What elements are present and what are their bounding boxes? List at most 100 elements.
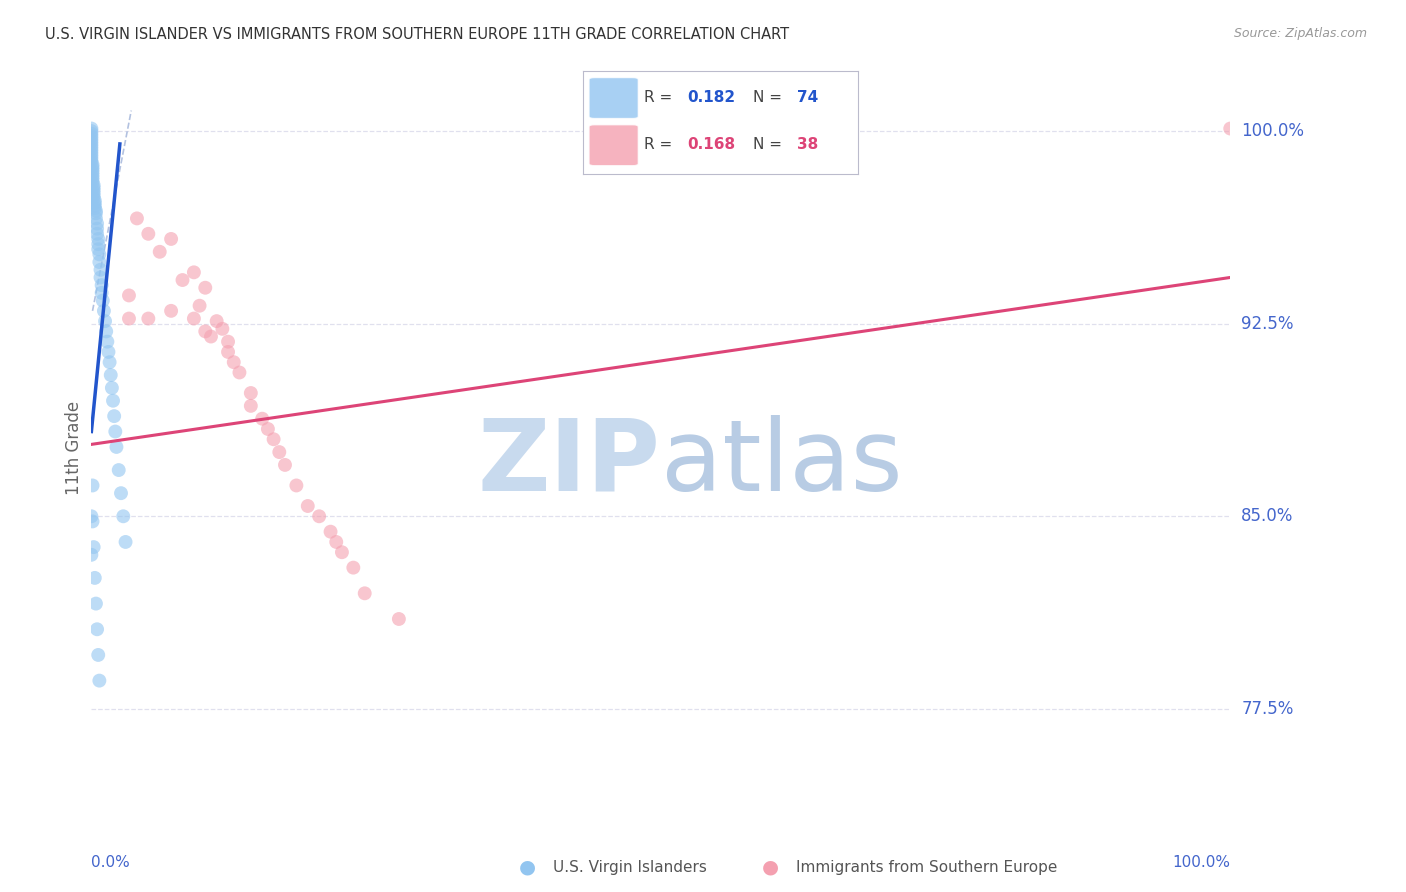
Point xyxy=(285,478,308,492)
Point xyxy=(319,524,342,539)
Point xyxy=(84,203,107,218)
Point xyxy=(90,285,112,300)
Point xyxy=(103,409,125,424)
Point xyxy=(82,160,104,174)
Text: 100.0%: 100.0% xyxy=(1173,855,1230,870)
Point xyxy=(297,499,319,513)
Point xyxy=(89,270,111,285)
Point xyxy=(160,232,183,246)
Text: 100.0%: 100.0% xyxy=(1241,122,1305,140)
Point xyxy=(82,478,104,492)
Point xyxy=(160,303,183,318)
Text: R =: R = xyxy=(644,90,676,105)
Point xyxy=(205,314,228,328)
Point xyxy=(194,325,217,339)
Point xyxy=(183,311,205,326)
Text: 38: 38 xyxy=(797,137,818,153)
Point xyxy=(118,311,141,326)
Point xyxy=(250,411,273,425)
Point xyxy=(138,227,160,241)
Point xyxy=(217,334,239,349)
Point xyxy=(80,129,103,144)
Point xyxy=(80,132,103,146)
Point xyxy=(87,232,110,246)
Y-axis label: 11th Grade: 11th Grade xyxy=(65,401,83,495)
Point xyxy=(83,196,105,211)
Text: 74: 74 xyxy=(797,90,818,105)
Point xyxy=(194,281,217,295)
Text: ●: ● xyxy=(519,857,536,877)
Text: 0.182: 0.182 xyxy=(688,90,735,105)
Point xyxy=(80,127,103,141)
Point xyxy=(97,345,120,359)
Text: atlas: atlas xyxy=(661,415,903,512)
Point xyxy=(388,612,411,626)
Point xyxy=(114,535,136,549)
Point xyxy=(80,145,103,159)
Point xyxy=(86,622,108,636)
Point xyxy=(80,509,103,524)
Point xyxy=(80,147,103,161)
Point xyxy=(138,311,160,326)
Point xyxy=(87,242,110,256)
Point xyxy=(84,211,107,226)
Point xyxy=(101,393,124,408)
Point xyxy=(84,597,107,611)
Point xyxy=(83,188,105,202)
Point xyxy=(83,198,105,212)
Point xyxy=(82,170,104,185)
Point xyxy=(87,648,110,662)
Point xyxy=(82,162,104,177)
Point xyxy=(80,136,103,151)
Point xyxy=(96,334,118,349)
Point xyxy=(94,314,117,328)
Point xyxy=(82,157,104,171)
Point xyxy=(104,425,127,439)
Point xyxy=(257,422,280,436)
Text: Immigrants from Southern Europe: Immigrants from Southern Europe xyxy=(796,860,1057,874)
Point xyxy=(80,134,103,148)
Text: ●: ● xyxy=(762,857,779,877)
Point xyxy=(188,299,211,313)
Point xyxy=(89,255,111,269)
Point xyxy=(222,355,245,369)
Text: N =: N = xyxy=(754,137,787,153)
Point xyxy=(105,440,128,454)
Point xyxy=(80,124,103,138)
Text: N =: N = xyxy=(754,90,787,105)
Text: 0.0%: 0.0% xyxy=(91,855,131,870)
Point xyxy=(330,545,353,559)
Point xyxy=(107,463,129,477)
Point xyxy=(93,303,115,318)
Point xyxy=(211,322,233,336)
Point xyxy=(112,509,135,524)
Point xyxy=(342,560,364,574)
Text: U.S. VIRGIN ISLANDER VS IMMIGRANTS FROM SOUTHERN EUROPE 11TH GRADE CORRELATION C: U.S. VIRGIN ISLANDER VS IMMIGRANTS FROM … xyxy=(45,27,789,42)
Text: 85.0%: 85.0% xyxy=(1241,508,1294,525)
Point xyxy=(80,121,103,136)
Text: Source: ZipAtlas.com: Source: ZipAtlas.com xyxy=(1233,27,1367,40)
Text: 92.5%: 92.5% xyxy=(1241,315,1294,333)
Point xyxy=(90,278,112,293)
Point xyxy=(83,191,105,205)
FancyBboxPatch shape xyxy=(589,78,638,119)
Point xyxy=(83,194,105,208)
Text: 77.5%: 77.5% xyxy=(1241,700,1294,718)
Point xyxy=(239,399,262,413)
Text: U.S. Virgin Islanders: U.S. Virgin Islanders xyxy=(553,860,706,874)
Point xyxy=(82,165,104,179)
Point xyxy=(84,206,107,220)
Point xyxy=(125,211,148,226)
Point xyxy=(82,176,104,190)
Point xyxy=(228,366,250,380)
Point xyxy=(82,173,104,187)
Point xyxy=(83,178,105,192)
Point xyxy=(80,150,103,164)
Point xyxy=(172,273,194,287)
Point xyxy=(110,486,132,500)
Point xyxy=(89,673,111,688)
Point xyxy=(308,509,330,524)
Point xyxy=(82,515,104,529)
Point xyxy=(86,217,108,231)
Point xyxy=(83,180,105,194)
